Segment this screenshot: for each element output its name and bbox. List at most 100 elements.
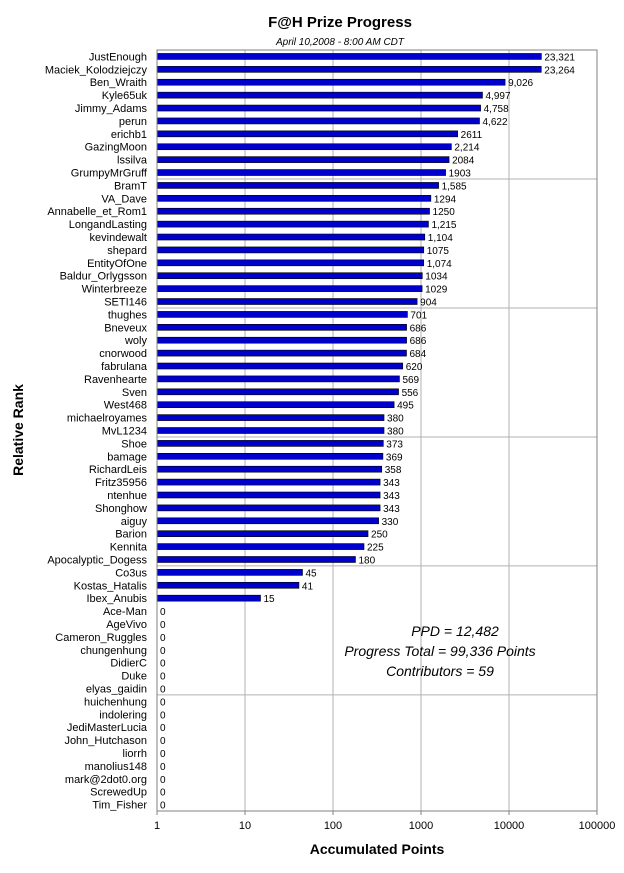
bar — [156, 491, 381, 499]
category-label: GazingMoon — [85, 142, 147, 154]
value-label: 0 — [160, 684, 166, 695]
category-label: Apocalyptic_Dogess — [47, 554, 147, 566]
category-label: ScrewedUp — [90, 787, 147, 799]
category-label: Annabelle_et_Rom1 — [47, 206, 147, 218]
bar — [156, 104, 481, 112]
ppd-annotation: PPD = 12,482 — [411, 623, 499, 639]
contributors-annotation: Contributors = 59 — [386, 663, 494, 679]
category-label: bamage — [107, 451, 147, 463]
category-label: Baldur_Orlygsson — [60, 271, 147, 283]
category-label: VA_Dave — [101, 193, 147, 205]
value-label: 1250 — [433, 207, 456, 218]
value-label: 1,585 — [442, 181, 467, 192]
value-label: 2611 — [461, 130, 483, 141]
value-label: 0 — [160, 620, 166, 631]
category-label: SETI146 — [104, 297, 147, 309]
chart-subtitle: April 10,2008 - 8:00 AM CDT — [275, 37, 405, 48]
bar — [156, 272, 423, 280]
bar — [156, 220, 429, 228]
value-label: 1029 — [425, 285, 448, 296]
value-label: 373 — [386, 439, 403, 450]
value-label: 1034 — [425, 272, 448, 283]
value-label: 0 — [160, 775, 166, 786]
category-label: mark@2dot0.org — [65, 774, 147, 786]
value-label: 0 — [160, 633, 166, 644]
bar — [156, 117, 480, 125]
value-label: 556 — [402, 388, 419, 399]
category-label: fabrulana — [101, 361, 148, 373]
value-label: 369 — [386, 452, 403, 463]
category-label: erichb1 — [111, 129, 147, 141]
value-label: 0 — [160, 749, 166, 760]
category-label: Tim_Fisher — [92, 800, 147, 812]
bar — [156, 414, 385, 421]
category-label: Maciek_Kolodziejczy — [45, 64, 148, 76]
bar — [156, 517, 379, 525]
value-label: 684 — [409, 349, 426, 360]
value-label: 225 — [367, 543, 384, 554]
value-label: 23,321 — [544, 52, 575, 63]
bar — [156, 246, 425, 254]
category-label: Co3us — [115, 567, 147, 579]
bar — [156, 336, 407, 344]
bar — [156, 66, 542, 73]
value-label: 620 — [406, 362, 423, 373]
value-label: 0 — [160, 788, 166, 799]
x-tick-label: 1 — [154, 820, 160, 832]
x-tick-labels: 1 10 100 1000 10000 100000 — [154, 820, 615, 832]
category-label: JustEnough — [89, 51, 147, 63]
value-label: 330 — [382, 517, 399, 528]
value-label: 686 — [410, 336, 427, 347]
value-label: 358 — [385, 465, 402, 476]
value-label: 0 — [160, 697, 166, 708]
value-label: 4,622 — [483, 117, 508, 128]
x-tick-label: 100000 — [579, 820, 616, 832]
category-label: Barion — [115, 529, 147, 541]
value-label: 4,758 — [484, 104, 509, 115]
category-label: elyas_gaidin — [86, 683, 147, 695]
value-label: 1075 — [427, 246, 450, 257]
value-label: 0 — [160, 659, 166, 670]
bar — [156, 349, 407, 357]
bar — [156, 388, 399, 396]
category-label: DidierC — [110, 658, 147, 670]
value-label: 23,264 — [544, 65, 575, 76]
y-axis-label: Relative Rank — [10, 384, 26, 476]
category-label: MvL1234 — [102, 426, 147, 438]
value-label: 15 — [263, 594, 275, 605]
value-label: 380 — [387, 427, 404, 438]
category-label: John_Hutchason — [64, 735, 147, 747]
category-label: AgeVivo — [106, 619, 147, 631]
category-label: Ace-Man — [103, 606, 147, 618]
value-label: 0 — [160, 723, 166, 734]
value-label: 4,997 — [485, 91, 510, 102]
category-label: Winterbreeze — [82, 284, 147, 296]
bar — [156, 401, 395, 409]
category-label: Sven — [122, 387, 147, 399]
value-label: 1903 — [449, 169, 472, 180]
category-label: liorrh — [123, 748, 147, 760]
bar — [156, 259, 425, 267]
bar — [156, 285, 423, 292]
progress-total-annotation: Progress Total = 99,336 Points — [344, 643, 535, 659]
value-label: 2084 — [452, 156, 475, 167]
category-label: Kostas_Hatalis — [74, 580, 148, 592]
value-label: 380 — [387, 414, 404, 425]
category-label: Ben_Wraith — [90, 77, 147, 89]
value-label: 0 — [160, 672, 166, 683]
chart-title: F@H Prize Progress — [268, 14, 412, 31]
value-label: 904 — [420, 298, 437, 309]
bar — [156, 233, 426, 241]
category-label: aiguy — [121, 516, 148, 528]
category-label: LongandLasting — [69, 219, 147, 231]
category-label: Kennita — [110, 542, 148, 554]
category-label: GrumpyMrGruff — [71, 168, 148, 180]
category-label: indolering — [99, 709, 147, 721]
category-label: Kyle65uk — [102, 90, 148, 102]
bar — [156, 556, 356, 563]
category-label: ntenhue — [107, 490, 147, 502]
value-label: 0 — [160, 736, 166, 747]
bar — [156, 427, 385, 434]
bar — [156, 362, 404, 370]
category-label: lssilva — [117, 155, 148, 167]
